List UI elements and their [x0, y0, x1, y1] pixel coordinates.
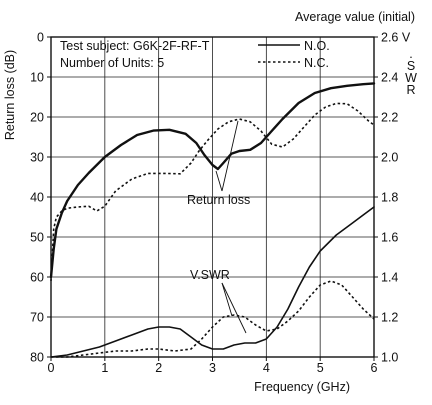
arrow-return-loss-no [221, 120, 239, 192]
y-left-axis-label: Return loss (dB) [3, 50, 17, 140]
annotation-return-loss: Return loss [187, 193, 250, 207]
y-right-tick-label: 1.0 [381, 351, 398, 365]
y-right-tick-label: 2.2 [381, 111, 398, 125]
x-tick-label: 6 [371, 361, 378, 375]
y-left-tick-label: 0 [37, 31, 44, 45]
y-right-axis-label-char: W [405, 71, 417, 85]
y-right-tick-label: 2.0 [381, 151, 398, 165]
y-left-tick-label: 40 [30, 191, 44, 205]
y-left-tick-label: 50 [30, 231, 44, 245]
x-tick-label: 5 [317, 361, 324, 375]
y-right-axis-label-char: S [407, 59, 415, 73]
chart-title: Average value (initial) [295, 10, 415, 24]
y-left-tick-label: 80 [30, 351, 44, 365]
x-axis-label: Frequency (GHz) [254, 380, 350, 394]
y-left-tick-label: 30 [30, 151, 44, 165]
arrow-vswr-nc [221, 282, 233, 317]
y-left-tick-label: 70 [30, 311, 44, 325]
x-tick-label: 3 [209, 361, 216, 375]
arrow-return-loss-nc [215, 170, 223, 192]
series-line-return-loss-n-o [49, 82, 376, 279]
info-line-units: Number of Units: 5 [60, 56, 164, 70]
info-line-subject: Test subject: G6K-2F-RF-T [60, 39, 210, 53]
y-right-tick-label: 2.4 [381, 71, 398, 85]
series-line-v-swr-n-c [51, 280, 375, 358]
y-right-tick-label: 1.2 [381, 311, 398, 325]
annotation-vswr: V.SWR [190, 268, 230, 282]
y-right-tick-label: 2.6 V [381, 31, 411, 45]
labels: Average value (initial) Frequency (GHz) … [3, 10, 415, 394]
y-right-tick-label: 1.4 [381, 271, 398, 285]
x-tick-label: 2 [155, 361, 162, 375]
y-right-axis-label-char: R [406, 83, 415, 97]
y-left-tick-label: 60 [30, 271, 44, 285]
y-right-tick-label: 1.6 [381, 231, 398, 245]
x-tick-label: 4 [263, 361, 270, 375]
y-right-tick-label: 1.8 [381, 191, 398, 205]
arrow-vswr-no [221, 282, 247, 334]
y-left-tick-label: 20 [30, 111, 44, 125]
y-right-axis-label-char: . [409, 47, 412, 61]
legend-label-no: N.O. [304, 39, 330, 53]
series-layer [49, 82, 376, 358]
legend-label-nc: N.C. [304, 56, 329, 70]
x-tick-label: 1 [101, 361, 108, 375]
series-line-v-swr-n-o [50, 206, 375, 358]
x-tick-label: 0 [48, 361, 55, 375]
y-left-tick-label: 10 [30, 71, 44, 85]
